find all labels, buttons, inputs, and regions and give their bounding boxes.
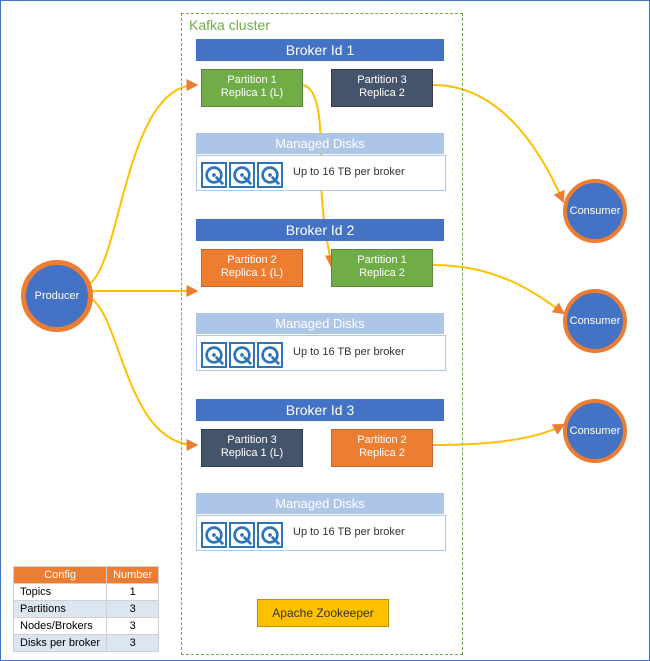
config-table-cell: Disks per broker [14,635,107,652]
partition-box: Partition 3Replica 2 [331,69,433,107]
disk-icon-group [201,338,285,367]
config-table-cell: Partitions [14,601,107,618]
config-table-cell: 3 [107,618,159,635]
kafka-cluster-box [181,13,463,655]
config-table-header: Number [107,567,159,584]
config-table: ConfigNumberTopics1Partitions3Nodes/Brok… [13,566,159,652]
producer-node: Producer [21,260,93,332]
partition-box: Partition 3Replica 1 (L) [201,429,303,467]
disk-panel: Up to 16 TB per broker [196,155,446,191]
disk-panel-text: Up to 16 TB per broker [293,526,405,538]
partition-box: Partition 1Replica 1 (L) [201,69,303,107]
consumer-label: Consumer [570,315,621,327]
config-table-cell: Topics [14,584,107,601]
config-table-header: Config [14,567,107,584]
disk-panel-text: Up to 16 TB per broker [293,166,405,178]
consumer-node: Consumer [563,179,627,243]
config-table-cell: 3 [107,601,159,618]
zookeeper-box: Apache Zookeeper [257,599,389,627]
managed-disks-header: Managed Disks [196,133,444,154]
managed-disks-header: Managed Disks [196,313,444,334]
disk-icon-group [201,158,285,187]
consumer-node: Consumer [563,289,627,353]
broker-header: Broker Id 1 [196,39,444,61]
kafka-cluster-title: Kafka cluster [189,17,270,33]
disk-panel: Up to 16 TB per broker [196,515,446,551]
zookeeper-label: Apache Zookeeper [272,606,373,620]
config-table-cell: 1 [107,584,159,601]
partition-box: Partition 2Replica 2 [331,429,433,467]
config-table-cell: 3 [107,635,159,652]
connector [83,296,196,445]
consumer-label: Consumer [570,205,621,217]
consumer-label: Consumer [570,425,621,437]
disk-icon-group [201,518,285,547]
diagram-canvas: Kafka cluster Broker Id 1 Partition 1Repl… [0,0,650,661]
consumer-node: Consumer [563,399,627,463]
connector [83,85,196,286]
broker-header: Broker Id 3 [196,399,444,421]
config-table-cell: Nodes/Brokers [14,618,107,635]
producer-label: Producer [35,290,80,302]
managed-disks-header: Managed Disks [196,493,444,514]
partition-box: Partition 2Replica 1 (L) [201,249,303,287]
disk-panel: Up to 16 TB per broker [196,335,446,371]
partition-box: Partition 1Replica 2 [331,249,433,287]
disk-panel-text: Up to 16 TB per broker [293,346,405,358]
broker-header: Broker Id 2 [196,219,444,241]
